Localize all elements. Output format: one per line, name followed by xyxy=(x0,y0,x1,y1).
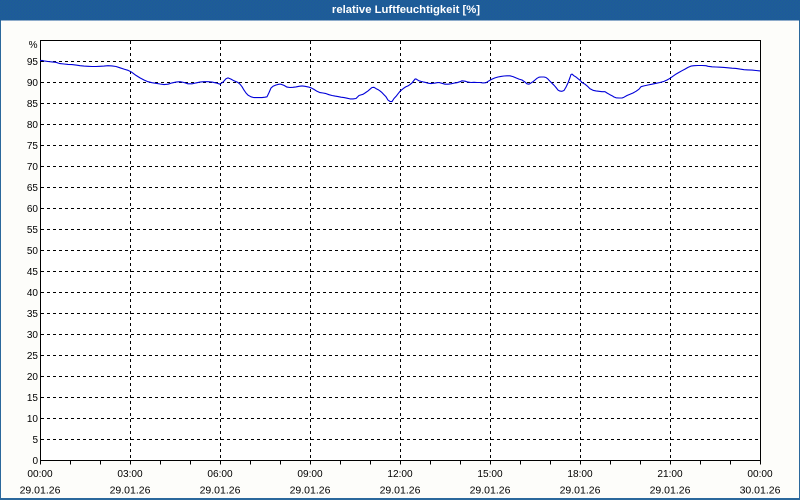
svg-text:00:00: 00:00 xyxy=(27,469,53,480)
svg-text:29.01.26: 29.01.26 xyxy=(380,485,421,497)
svg-text:95: 95 xyxy=(27,57,39,68)
svg-text:29.01.26: 29.01.26 xyxy=(650,485,691,497)
svg-text:10: 10 xyxy=(27,414,39,425)
svg-text:20: 20 xyxy=(27,372,39,383)
svg-text:85: 85 xyxy=(27,99,39,110)
svg-text:29.01.26: 29.01.26 xyxy=(20,485,61,497)
svg-text:12:00: 12:00 xyxy=(387,469,413,480)
svg-text:29.01.26: 29.01.26 xyxy=(200,485,241,497)
svg-text:70: 70 xyxy=(27,162,39,173)
svg-text:60: 60 xyxy=(27,204,39,215)
svg-text:15: 15 xyxy=(27,393,39,404)
svg-text:90: 90 xyxy=(27,78,39,89)
svg-text:65: 65 xyxy=(27,183,39,194)
svg-text:09:00: 09:00 xyxy=(297,469,323,480)
svg-text:35: 35 xyxy=(27,309,39,320)
svg-text:00:00: 00:00 xyxy=(747,469,773,480)
svg-text:30.01.26: 30.01.26 xyxy=(740,485,781,497)
svg-text:relative Luftfeuchtigkeit [%]: relative Luftfeuchtigkeit [%] xyxy=(332,4,480,16)
svg-text:29.01.26: 29.01.26 xyxy=(110,485,151,497)
svg-text:45: 45 xyxy=(27,267,39,278)
svg-text:40: 40 xyxy=(27,288,39,299)
svg-text:25: 25 xyxy=(27,351,39,362)
svg-text:15:00: 15:00 xyxy=(477,469,503,480)
svg-text:5: 5 xyxy=(32,435,38,446)
svg-text:55: 55 xyxy=(27,225,39,236)
svg-text:30: 30 xyxy=(27,330,39,341)
svg-text:06:00: 06:00 xyxy=(207,469,233,480)
svg-text:80: 80 xyxy=(27,120,39,131)
svg-text:0: 0 xyxy=(32,456,38,467)
svg-text:29.01.26: 29.01.26 xyxy=(470,485,511,497)
svg-text:%: % xyxy=(29,40,38,51)
svg-text:29.01.26: 29.01.26 xyxy=(290,485,331,497)
svg-text:18:00: 18:00 xyxy=(567,469,593,480)
svg-text:03:00: 03:00 xyxy=(117,469,143,480)
svg-text:21:00: 21:00 xyxy=(657,469,683,480)
svg-text:75: 75 xyxy=(27,141,39,152)
svg-text:50: 50 xyxy=(27,246,39,257)
svg-text:29.01.26: 29.01.26 xyxy=(560,485,601,497)
